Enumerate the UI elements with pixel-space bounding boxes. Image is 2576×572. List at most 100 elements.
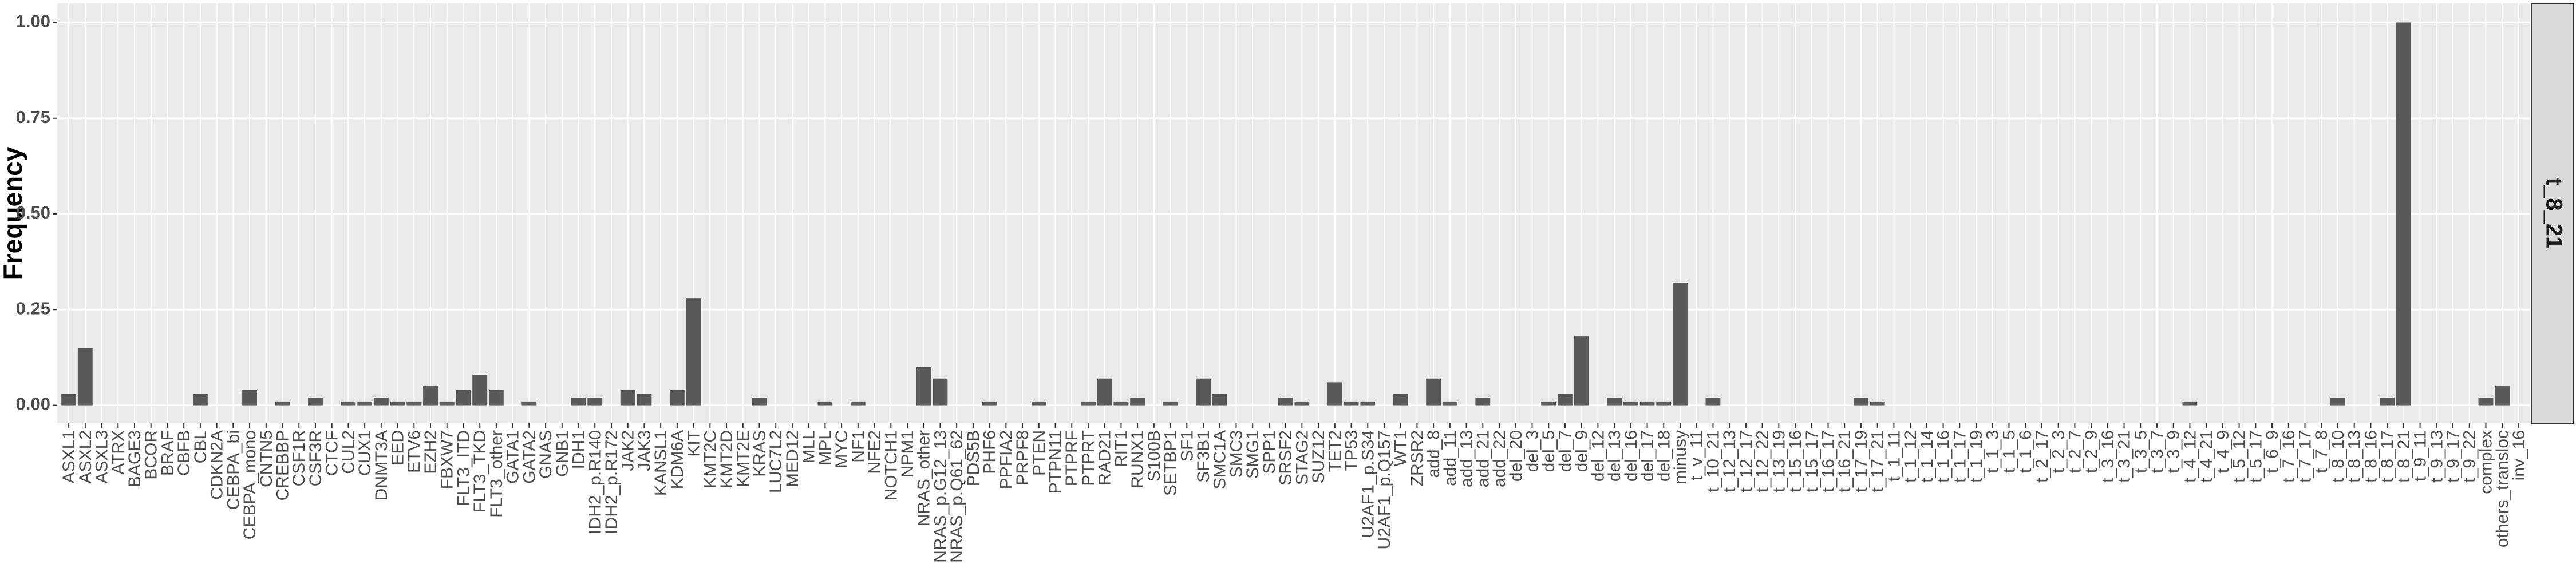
x-tick-label: CUX1	[355, 430, 374, 476]
x-tick-label: RUNX1	[1128, 430, 1147, 488]
bar	[61, 394, 77, 406]
bar	[1442, 401, 1457, 406]
y-tick-label: 0.25	[16, 298, 50, 318]
x-tick-label: LUC7L2	[767, 430, 785, 493]
bar	[817, 401, 833, 406]
bar	[1870, 401, 1885, 406]
x-tick-label: NRAS_p.G12_13	[931, 430, 950, 563]
x-tick-label: t_1_11	[1884, 430, 1903, 482]
x-tick-label: GNB1	[553, 430, 572, 477]
bar	[77, 348, 93, 406]
x-tick-label: del_18	[1654, 430, 1673, 482]
bar	[1705, 398, 1721, 406]
x-tick-label: t_1_6	[2016, 430, 2035, 473]
bar	[1607, 398, 1622, 406]
x-tick-label: t_12_22	[1753, 430, 1772, 492]
x-tick-label: del_7	[1556, 430, 1575, 472]
bar	[1541, 401, 1556, 406]
bar	[571, 398, 586, 406]
bar	[192, 394, 208, 406]
bar	[933, 378, 948, 406]
bar	[669, 390, 685, 406]
x-tick-label: t_9_17	[2444, 430, 2463, 483]
x-tick-label: NRAS_p.Q61_62	[947, 430, 966, 563]
bar	[1673, 283, 1688, 406]
x-tick-label: KMT2D	[717, 430, 736, 488]
x-tick-label: t_15_16	[1786, 430, 1805, 492]
x-tick-label: PRPF8	[1013, 430, 1032, 486]
x-tick-label: FLT3_other	[487, 430, 506, 518]
x-tick-label: complex	[2476, 430, 2495, 494]
x-tick-label: t_12_13	[1720, 430, 1739, 492]
x-tick-label: BCOR	[142, 430, 161, 480]
bar	[587, 398, 603, 406]
x-tick-label: KIT	[685, 430, 704, 457]
x-tick-label: FLT3_ITD	[454, 430, 473, 506]
x-tick-label: t_3_7	[2148, 430, 2167, 473]
x-tick-label: PTPRF	[1062, 430, 1081, 486]
labels: 0.000.250.500.751.00ASXL1ASXL2ASXL3ATRXB…	[16, 11, 2528, 563]
bar	[637, 394, 652, 406]
x-tick-label: STAG2	[1293, 430, 1311, 485]
x-tick-label: t_13_19	[1769, 430, 1788, 492]
x-tick-label: t_12_17	[1737, 430, 1756, 492]
x-tick-label: t_9_11	[2411, 430, 2430, 482]
bar	[1426, 378, 1441, 406]
bar	[916, 367, 931, 406]
x-tick-label: MLL	[800, 430, 819, 463]
bar	[423, 386, 438, 406]
x-tick-label: del_12	[1589, 430, 1607, 482]
x-tick-label: t_1_19	[1967, 430, 1986, 483]
bar	[308, 398, 323, 406]
bar	[488, 390, 504, 406]
y-tick-label: 0.00	[16, 394, 50, 414]
x-tick-label: IDH1	[570, 430, 588, 469]
bar	[1327, 382, 1342, 406]
x-tick-label: BRAF	[158, 430, 177, 476]
x-tick-label: ATRX	[109, 430, 128, 475]
x-tick-label: PTPN11	[1046, 430, 1065, 494]
x-tick-label: add_22	[1490, 430, 1509, 487]
x-tick-label: t_1_14	[1918, 430, 1937, 483]
bar	[2330, 398, 2345, 406]
x-tick-label: CREBBP	[274, 430, 293, 500]
x-tick-label: t_8_16	[2361, 430, 2380, 483]
x-tick-label: FLT3_TKD	[471, 430, 489, 513]
bar	[686, 298, 701, 406]
x-tick-label: del_5	[1539, 430, 1558, 472]
bar	[439, 401, 455, 406]
bar	[390, 401, 405, 406]
x-tick-label: U2AF1_p.S34	[1358, 430, 1377, 538]
x-tick-label: PHF6	[981, 430, 999, 474]
bar	[1854, 398, 1868, 406]
x-tick-label: t_2_17	[2033, 430, 2052, 483]
x-tick-label: KRAS	[750, 430, 769, 477]
x-tick-label: JAK3	[635, 430, 654, 471]
x-tick-label: CEBPA_bi	[224, 430, 243, 510]
x-tick-label: SRSF2	[1277, 430, 1295, 486]
bar	[275, 401, 290, 406]
x-tick-label: KMT2E	[734, 430, 753, 487]
x-tick-label: SMG1	[1243, 430, 1262, 479]
x-tick-label: SPP1	[1260, 430, 1279, 474]
x-tick-label: IDH2_p.R140	[586, 430, 605, 534]
x-tick-label: add_8	[1424, 430, 1443, 478]
y-tick-label: 1.00	[16, 11, 50, 31]
x-tick-label: PPFIA2	[997, 430, 1016, 489]
x-tick-label: JAK2	[619, 430, 638, 471]
bar	[1656, 401, 1672, 406]
x-tick-label: inv_16	[2510, 430, 2528, 480]
x-tick-label: others_transloc	[2493, 430, 2512, 547]
x-tick-label: SMC1A	[1211, 430, 1230, 489]
x-tick-label: add_11	[1441, 430, 1460, 486]
bar	[2182, 401, 2198, 406]
x-tick-label: t_17_19	[1852, 430, 1871, 492]
x-tick-label: t_v_11	[1688, 430, 1706, 480]
bar	[1130, 398, 1145, 406]
x-tick-label: del_9	[1573, 430, 1591, 472]
y-tick-label: 0.50	[16, 202, 50, 223]
x-tick-label: NRAS_other	[915, 430, 934, 526]
bar	[1294, 401, 1310, 406]
bar	[1081, 401, 1096, 406]
